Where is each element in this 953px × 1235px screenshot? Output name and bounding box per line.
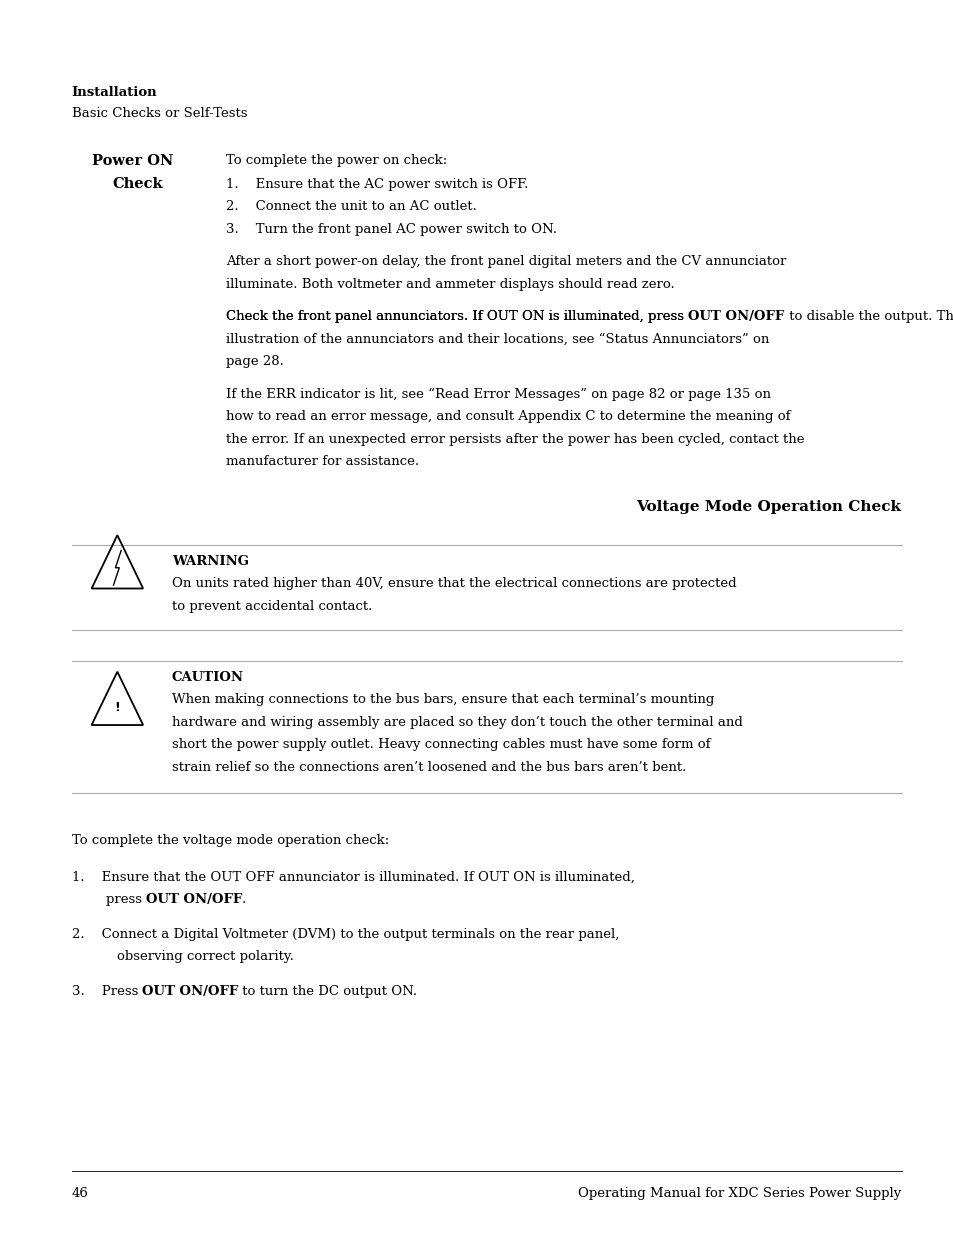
Text: short the power supply outlet. Heavy connecting cables must have some form of: short the power supply outlet. Heavy con… [172,739,709,751]
Text: 2.    Connect the unit to an AC outlet.: 2. Connect the unit to an AC outlet. [226,200,476,214]
Text: Check the front panel annunciators. If OUT ON is illuminated, press: Check the front panel annunciators. If O… [226,310,688,324]
Text: !: ! [114,701,120,715]
Text: Voltage Mode Operation Check: Voltage Mode Operation Check [636,500,901,514]
Text: the error. If an unexpected error persists after the power has been cycled, cont: the error. If an unexpected error persis… [226,432,803,446]
Text: OUT ON/OFF: OUT ON/OFF [688,310,783,324]
Text: Installation: Installation [71,86,157,100]
Text: strain relief so the connections aren’t loosened and the bus bars aren’t bent.: strain relief so the connections aren’t … [172,761,685,773]
Text: 1.    Ensure that the OUT OFF annunciator is illuminated. If OUT ON is illuminat: 1. Ensure that the OUT OFF annunciator i… [71,871,634,884]
Text: press: press [71,893,146,906]
Text: To complete the power on check:: To complete the power on check: [226,154,447,168]
Text: 46: 46 [71,1187,89,1200]
Text: Check: Check [112,177,163,190]
Text: to prevent accidental contact.: to prevent accidental contact. [172,600,372,613]
Text: To complete the voltage mode operation check:: To complete the voltage mode operation c… [71,834,389,847]
Text: .: . [242,893,246,906]
Text: manufacturer for assistance.: manufacturer for assistance. [226,454,418,468]
Text: Check the front panel annunciators. If OUT ON is illuminated, press: Check the front panel annunciators. If O… [226,310,688,324]
Text: WARNING: WARNING [172,555,249,568]
Text: 1.    Ensure that the AC power switch is OFF.: 1. Ensure that the AC power switch is OF… [226,178,528,191]
Text: to turn the DC output ON.: to turn the DC output ON. [238,984,417,998]
Text: If the ERR indicator is lit, see “Read Error Messages” on page 82 or page 135 on: If the ERR indicator is lit, see “Read E… [226,388,770,401]
Text: OUT ON/OFF: OUT ON/OFF [146,893,242,906]
Text: When making connections to the bus bars, ensure that each terminal’s mounting: When making connections to the bus bars,… [172,693,714,706]
Text: Operating Manual for XDC Series Power Supply: Operating Manual for XDC Series Power Su… [578,1187,901,1200]
Text: After a short power-on delay, the front panel digital meters and the CV annuncia: After a short power-on delay, the front … [226,256,785,268]
Text: illuminate. Both voltmeter and ammeter displays should read zero.: illuminate. Both voltmeter and ammeter d… [226,278,674,290]
Text: On units rated higher than 40V, ensure that the electrical connections are prote: On units rated higher than 40V, ensure t… [172,577,736,590]
Text: illustration of the annunciators and their locations, see “Status Annunciators” : illustration of the annunciators and the… [226,332,769,346]
Text: 2.    Connect a Digital Voltmeter (DVM) to the output terminals on the rear pane: 2. Connect a Digital Voltmeter (DVM) to … [71,927,618,941]
Text: to disable the output. The OUT OFF annunciator should now be illuminated. For an: to disable the output. The OUT OFF annun… [783,310,953,324]
Text: how to read an error message, and consult Appendix C to determine the meaning of: how to read an error message, and consul… [226,410,790,424]
Text: 3.    Press: 3. Press [71,984,142,998]
Text: OUT ON/OFF: OUT ON/OFF [142,984,238,998]
Text: 3.    Turn the front panel AC power switch to ON.: 3. Turn the front panel AC power switch … [226,222,557,236]
Text: Basic Checks or Self-Tests: Basic Checks or Self-Tests [71,106,247,120]
Text: page 28.: page 28. [226,356,284,368]
Text: Power ON: Power ON [91,154,172,168]
Text: CAUTION: CAUTION [172,671,243,684]
Text: observing correct polarity.: observing correct polarity. [117,950,294,963]
Text: hardware and wiring assembly are placed so they don’t touch the other terminal a: hardware and wiring assembly are placed … [172,716,741,729]
